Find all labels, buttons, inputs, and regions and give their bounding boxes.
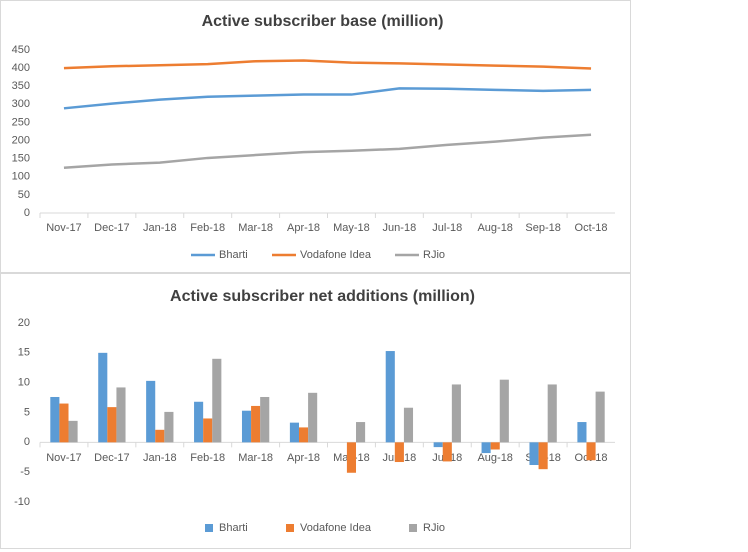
legend-swatch bbox=[409, 524, 417, 532]
y-tick-label: -5 bbox=[20, 466, 30, 478]
x-tick-label: Apr-18 bbox=[287, 452, 320, 464]
x-tick-label: Jan-18 bbox=[143, 452, 177, 464]
bar bbox=[499, 379, 509, 443]
chart-border bbox=[0, 0, 631, 273]
bar bbox=[442, 442, 452, 462]
y-tick-label: 15 bbox=[18, 347, 30, 359]
x-tick-label: Apr-18 bbox=[287, 222, 320, 234]
x-tick-label: Jan-18 bbox=[143, 222, 177, 234]
x-tick-label: Aug-18 bbox=[477, 452, 512, 464]
y-tick-label: 300 bbox=[12, 98, 30, 110]
legend-swatch bbox=[286, 524, 294, 532]
bar bbox=[308, 392, 318, 443]
line bbox=[63, 59, 592, 70]
legend-label: Vodafone Idea bbox=[300, 249, 372, 261]
bar bbox=[68, 420, 78, 443]
bar bbox=[251, 405, 261, 443]
bar bbox=[490, 442, 500, 450]
y-tick-label: 20 bbox=[18, 317, 30, 329]
bar bbox=[538, 442, 548, 470]
y-tick-label: 400 bbox=[12, 62, 30, 74]
x-tick-label: Mar-18 bbox=[238, 452, 273, 464]
bar bbox=[346, 442, 357, 473]
y-tick-label: 5 bbox=[24, 406, 30, 418]
line bbox=[63, 133, 592, 169]
x-tick-label: Oct-18 bbox=[575, 222, 608, 234]
y-tick-label: 0 bbox=[24, 207, 30, 219]
bar bbox=[403, 407, 414, 443]
y-tick-label: 0 bbox=[24, 436, 30, 448]
bar bbox=[356, 422, 366, 443]
chart-border bbox=[0, 273, 631, 549]
x-tick-label: Mar-18 bbox=[238, 222, 273, 234]
y-tick-label: 450 bbox=[12, 44, 30, 56]
x-tick-label: Sep-18 bbox=[525, 222, 560, 234]
y-tick-label: 100 bbox=[12, 171, 30, 183]
bar bbox=[203, 418, 213, 443]
bar bbox=[586, 442, 596, 461]
x-tick-label: Jun-18 bbox=[383, 222, 417, 234]
bar bbox=[241, 410, 252, 443]
legend-swatch bbox=[205, 524, 213, 532]
bar bbox=[451, 384, 461, 443]
bar bbox=[59, 403, 69, 443]
bar bbox=[577, 422, 587, 443]
chart-title: Active subscriber net additions (million… bbox=[170, 288, 475, 305]
bar bbox=[260, 396, 270, 443]
x-tick-label: Dec-17 bbox=[94, 222, 129, 234]
chart-title: Active subscriber base (million) bbox=[202, 13, 444, 30]
y-tick-label: -10 bbox=[14, 496, 30, 508]
x-tick-label: Feb-18 bbox=[190, 452, 225, 464]
x-tick-label: Aug-18 bbox=[477, 222, 512, 234]
bar bbox=[155, 429, 165, 443]
legend-label: Vodafone Idea bbox=[300, 522, 372, 534]
bar bbox=[481, 442, 491, 454]
y-tick-label: 350 bbox=[12, 80, 30, 92]
bar bbox=[547, 384, 557, 443]
bar bbox=[146, 380, 156, 443]
bar bbox=[50, 396, 60, 443]
bar bbox=[433, 442, 443, 448]
bar bbox=[529, 442, 539, 466]
bar bbox=[394, 442, 404, 463]
y-tick-label: 10 bbox=[18, 377, 30, 389]
bar bbox=[385, 351, 395, 443]
legend-label: Bharti bbox=[219, 249, 248, 261]
legend-label: RJio bbox=[423, 249, 445, 261]
y-tick-label: 200 bbox=[12, 134, 30, 146]
y-tick-label: 50 bbox=[18, 189, 30, 201]
bar bbox=[116, 387, 126, 443]
bar bbox=[98, 352, 108, 443]
y-tick-label: 250 bbox=[12, 116, 30, 128]
x-tick-label: Nov-17 bbox=[46, 452, 81, 464]
legend-label: RJio bbox=[423, 522, 445, 534]
x-tick-label: Feb-18 bbox=[190, 222, 225, 234]
x-tick-label: Nov-17 bbox=[46, 222, 81, 234]
bar bbox=[107, 407, 117, 443]
x-tick-label: Dec-17 bbox=[94, 452, 129, 464]
x-tick-label: Jul-18 bbox=[432, 222, 462, 234]
x-tick-label: May-18 bbox=[333, 222, 370, 234]
y-tick-label: 150 bbox=[12, 153, 30, 165]
bar bbox=[298, 427, 309, 443]
bar bbox=[289, 422, 299, 443]
bar bbox=[212, 358, 222, 443]
bar bbox=[595, 391, 605, 443]
line bbox=[63, 87, 592, 110]
bar bbox=[164, 411, 174, 443]
legend-label: Bharti bbox=[219, 522, 248, 534]
bar bbox=[194, 401, 204, 443]
